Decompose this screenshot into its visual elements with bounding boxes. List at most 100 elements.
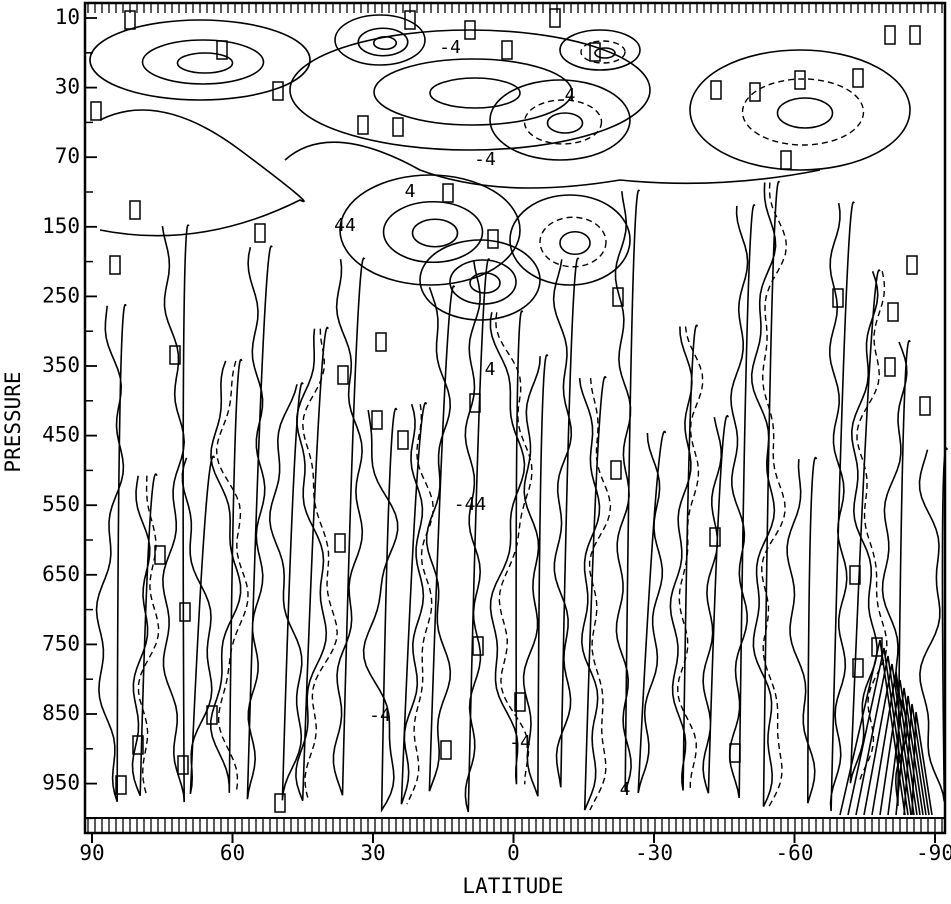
- contour-label: 4: [485, 359, 496, 380]
- contour-line: [702, 414, 729, 794]
- extremum-box: [472, 636, 484, 656]
- y-tick-label: 750: [42, 631, 80, 655]
- contour-line: [246, 245, 273, 800]
- extremum-box: [254, 223, 266, 243]
- x-tick-label: -60: [776, 841, 814, 865]
- contour-line: [522, 354, 549, 797]
- contour-cell: [382, 200, 484, 264]
- extremum-box: [612, 287, 624, 307]
- contour-line: [895, 695, 927, 816]
- extremum-box: [906, 255, 918, 275]
- contour-cell: [523, 99, 603, 145]
- contour-line-dashed: [760, 182, 788, 807]
- extremum-box: [397, 430, 409, 450]
- extremum-box: [375, 332, 387, 352]
- extremum-box: [849, 565, 861, 585]
- contour-cell: [559, 230, 591, 256]
- contour-cell: [176, 52, 234, 74]
- contour-line-dashed: [494, 312, 533, 785]
- contour-line: [918, 447, 949, 802]
- y-tick-label: 150: [42, 214, 80, 238]
- extremum-box: [464, 20, 476, 40]
- y-tick-label: 30: [55, 75, 80, 99]
- extremum-box: [514, 692, 526, 712]
- contour-line: [786, 456, 818, 804]
- contour-line: [847, 647, 909, 816]
- contour-line: [210, 358, 243, 793]
- y-axis-label: PRESSURE: [1, 371, 25, 472]
- contour-line: [871, 671, 918, 816]
- extremum-box: [337, 365, 349, 385]
- contour-line: [828, 201, 855, 812]
- contour-cell: [339, 174, 521, 286]
- contour-line: [181, 455, 216, 795]
- contour-line: [552, 257, 580, 788]
- extremum-box: [487, 229, 499, 249]
- contour-line: [614, 189, 641, 792]
- contour-line: [99, 109, 305, 237]
- y-tick-label: 650: [42, 562, 80, 586]
- contour-cell: [334, 14, 426, 66]
- contour-cell: [594, 47, 616, 59]
- y-tick-label: 850: [42, 701, 80, 725]
- contour-line: [855, 655, 912, 816]
- contour-label: -4: [509, 732, 531, 753]
- contour-label: 4: [565, 85, 576, 106]
- x-tick-label: 90: [79, 841, 104, 865]
- y-tick-label: 250: [42, 283, 80, 307]
- extremum-box: [709, 527, 721, 547]
- extremum-box: [392, 117, 404, 137]
- contour-line: [95, 303, 127, 803]
- extremum-box: [274, 793, 286, 813]
- extremum-box: [442, 183, 454, 203]
- contour-line: [295, 326, 329, 801]
- contour-label: -4: [474, 149, 496, 170]
- contour-line-dashed: [215, 360, 249, 793]
- contour-cell: [141, 39, 265, 85]
- contour-line: [669, 324, 699, 791]
- contour-line-dashed: [588, 378, 612, 811]
- extremum-box: [549, 8, 561, 28]
- extremum-box: [272, 81, 284, 101]
- extremum-box: [884, 357, 896, 377]
- contour-cell: [509, 194, 631, 286]
- x-tick-label: -90: [916, 841, 951, 865]
- extremum-box: [90, 101, 102, 121]
- contour-cell: [776, 97, 834, 129]
- contour-cell: [689, 49, 911, 171]
- contour-line: [131, 473, 158, 796]
- x-tick-label: -30: [635, 841, 673, 865]
- extremum-box: [589, 42, 601, 62]
- contour-line-dashed: [302, 328, 338, 801]
- extremum-box: [852, 68, 864, 88]
- extremum-box: [124, 10, 136, 30]
- contour-line: [863, 663, 915, 816]
- extremum-box: [206, 705, 218, 725]
- extremum-box: [440, 740, 452, 760]
- contour-cell: [489, 79, 631, 161]
- contour-label: -4: [439, 37, 461, 58]
- contour-label: 44: [334, 215, 356, 236]
- contour-line: [839, 639, 906, 816]
- contour-line: [911, 711, 933, 816]
- contour-line: [268, 382, 304, 801]
- x-tick-label: 30: [360, 841, 385, 865]
- extremum-box: [334, 533, 346, 553]
- contour-line: [637, 430, 667, 794]
- contour-label: -44: [454, 494, 487, 515]
- extremum-box: [357, 115, 369, 135]
- contour-line-dashed: [676, 326, 704, 791]
- contour-label: 4: [405, 181, 416, 202]
- contour-line: [284, 141, 821, 189]
- y-tick-label: 550: [42, 492, 80, 516]
- contour-line: [887, 687, 924, 816]
- y-tick-label: 950: [42, 771, 80, 795]
- contour-line: [464, 258, 491, 813]
- extremum-box: [179, 602, 191, 622]
- y-tick-label: 10: [55, 5, 80, 29]
- y-tick-label: 70: [55, 144, 80, 168]
- extremum-box: [610, 460, 622, 480]
- contour-cell: [89, 19, 311, 101]
- contour-label: 4: [620, 779, 631, 800]
- extremum-box: [109, 255, 121, 275]
